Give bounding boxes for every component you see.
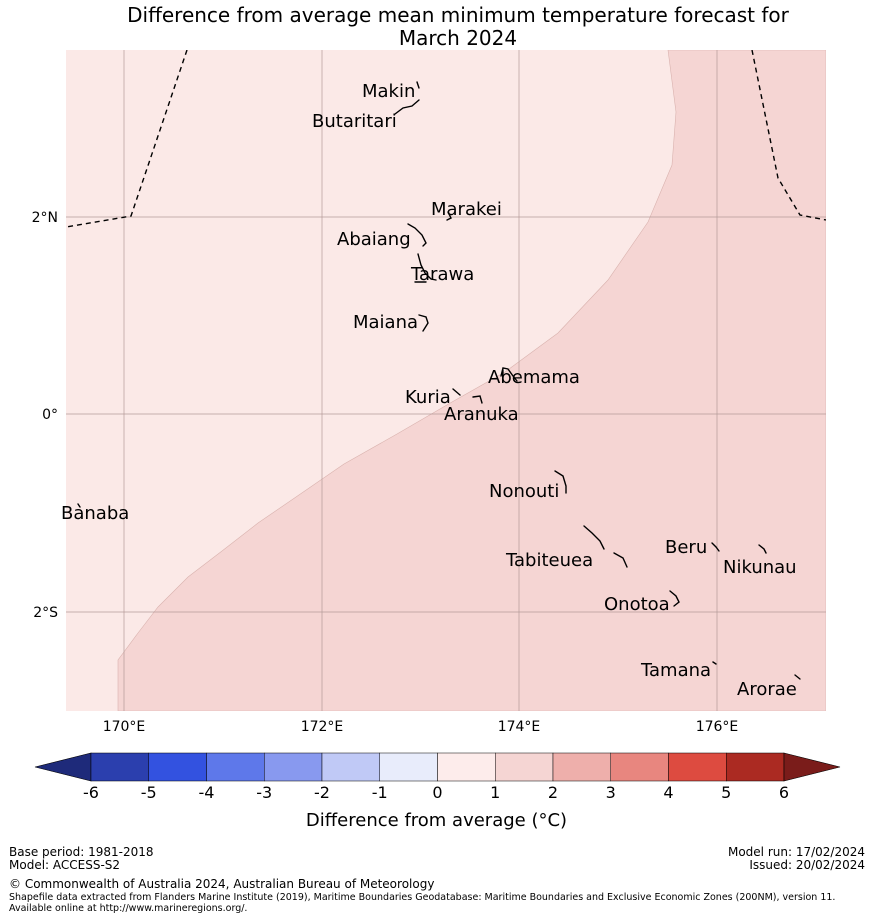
issued-date: Issued: 20/02/2024	[749, 858, 865, 872]
colorbar-tick-5: -2	[314, 783, 330, 802]
island-nonouti	[554, 470, 567, 494]
axis-labels: 170°E 172°E 174°E 176°E 2°N 0° 2°S	[32, 210, 739, 735]
footer-left: Base period: 1981-2018 Model: ACCESS-S2	[9, 846, 154, 872]
island-outlines	[77, 81, 801, 680]
lat-label-0: 0°	[42, 407, 58, 423]
island-maiana	[418, 314, 429, 332]
lon-label-176: 176°E	[696, 719, 739, 735]
colorbar-tick-13: 6	[779, 783, 789, 802]
model-name: Model: ACCESS-S2	[9, 858, 121, 872]
colorbar-bin-12	[726, 752, 785, 782]
island-makin	[416, 81, 420, 89]
colorbar-tick-11: 4	[663, 783, 673, 802]
colorbar-over-arrow	[783, 752, 841, 782]
label-arorae: Arorae	[737, 679, 797, 700]
island-aranuka	[472, 395, 483, 404]
island-tarawa	[414, 253, 437, 283]
eez-boundary-west	[66, 50, 188, 228]
label-nonouti: Nonouti	[489, 481, 559, 502]
island-nikunau	[758, 544, 767, 554]
island-arorae	[794, 674, 801, 680]
label-tamana: Tamana	[640, 660, 711, 681]
title-line-2: March 2024	[398, 26, 518, 50]
colorbar-tick-3: -4	[199, 783, 215, 802]
colorbar-tick-10: 3	[606, 783, 616, 802]
label-maiana: Maiana	[353, 312, 418, 333]
copyright-notice: © Commonwealth of Australia 2024, Austra…	[9, 877, 435, 891]
island-tabiteuea	[583, 525, 628, 568]
map-title: Difference from average mean minimum tem…	[0, 4, 873, 50]
colorbar-ticks: -6 -5 -4 -3 -2 -1 0 1 2 3 4 5 6	[83, 783, 789, 802]
island-tamana	[712, 661, 717, 665]
colorbar-tick-1: -6	[83, 783, 99, 802]
lat-label-2s: 2°S	[33, 605, 58, 621]
lat-label-2n: 2°N	[32, 210, 58, 226]
colorbar-tick-4: -3	[256, 783, 272, 802]
label-makin: Makin	[362, 81, 415, 102]
label-onotoa: Onotoa	[604, 594, 670, 615]
model-run: Model run: 17/02/2024	[727, 845, 865, 859]
island-marakei	[446, 211, 452, 221]
colorbar-label: Difference from average (°C)	[305, 810, 568, 831]
colorbar-bin-11	[668, 752, 727, 782]
label-abaiang: Abaiang	[337, 229, 411, 250]
colorbar-under-arrow	[34, 752, 92, 782]
eez-boundary-east	[751, 50, 826, 221]
base-period: Base period: 1981-2018	[9, 845, 154, 859]
place-labels: Makin Butaritari Marakei Abaiang Tarawa …	[61, 81, 797, 700]
label-kuria: Kuria	[405, 387, 451, 408]
lon-label-170: 170°E	[103, 719, 146, 735]
colorbar-tick-7: 0	[432, 783, 442, 802]
colorbar-tick-6: -1	[372, 783, 388, 802]
shapefile-credit: Shapefile data extracted from Flanders M…	[9, 892, 836, 914]
eez-boundaries	[66, 50, 826, 228]
colorbar-bin-2	[148, 752, 207, 782]
island-abemama	[500, 367, 518, 382]
island-kuria	[452, 388, 461, 396]
lon-label-172: 172°E	[301, 719, 344, 735]
label-nikunau: Nikunau	[723, 557, 797, 578]
title-line-1: Difference from average mean minimum tem…	[127, 3, 789, 27]
colorbar-bin-1	[90, 752, 149, 782]
island-beru	[711, 542, 720, 552]
colorbar-bin-3	[206, 752, 265, 782]
label-abemama: Abemama	[488, 367, 580, 388]
graticule	[66, 50, 826, 711]
map-panel: Makin Butaritari Marakei Abaiang Tarawa …	[32, 50, 826, 735]
island-onotoa	[669, 590, 680, 607]
colorbar-bin-6	[379, 752, 438, 782]
colorbar-tick-12: 5	[721, 783, 731, 802]
colorbar-tick-2: -5	[141, 783, 157, 802]
colorbar-tick-8: 1	[490, 783, 500, 802]
colorbar-bins	[90, 752, 785, 782]
region-1-to-2	[117, 50, 826, 711]
colorbar-bin-10	[610, 752, 669, 782]
colorbar-tick-9: 2	[548, 783, 558, 802]
island-abaiang	[407, 223, 427, 247]
colorbar-bin-9	[552, 752, 611, 782]
label-banaba: Banaba	[61, 503, 129, 524]
label-butaritari: Butaritari	[312, 111, 397, 132]
island-banaba	[77, 503, 81, 508]
colorbar: -6 -5 -4 -3 -2 -1 0 1 2 3 4 5 6	[34, 752, 841, 802]
lon-label-174: 174°E	[498, 719, 541, 735]
label-tabiteuea: Tabiteuea	[505, 550, 593, 571]
island-butaritari	[394, 99, 420, 115]
colorbar-bin-4	[264, 752, 323, 782]
colorbar-bin-5	[321, 752, 380, 782]
colorbar-bin-7	[437, 752, 496, 782]
colorbar-bin-8	[495, 752, 554, 782]
footer-right: Model run: 17/02/2024 Issued: 20/02/2024	[728, 846, 865, 872]
label-aranuka: Aranuka	[444, 404, 519, 425]
label-marakei: Marakei	[431, 199, 502, 220]
label-beru: Beru	[665, 537, 707, 558]
label-tarawa: Tarawa	[410, 264, 474, 285]
